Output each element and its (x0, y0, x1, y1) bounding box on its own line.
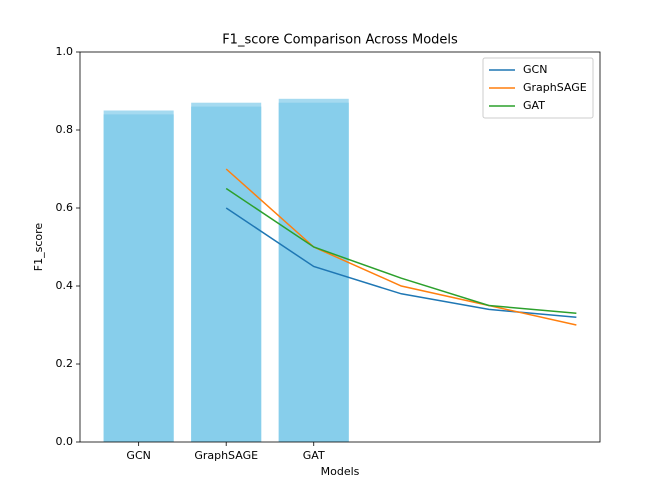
plot-frame (79, 51, 601, 443)
bar (191, 106, 262, 442)
line-series (225, 187, 577, 315)
y-tick-label: 0.8 (56, 123, 74, 136)
bar (103, 114, 174, 443)
chart-title: F1_score Comparison Across Models (222, 33, 458, 48)
x-tick-label: GraphSAGE (194, 449, 258, 462)
y-tick-label: 0.4 (56, 279, 74, 292)
x-tick-label: GCN (126, 449, 150, 462)
bar (278, 102, 349, 442)
x-axis-label: Models (321, 465, 360, 478)
x-tick-label: GAT (303, 449, 325, 462)
y-tick-label: 0.6 (56, 201, 74, 214)
y-tick-label: 0.2 (56, 357, 74, 370)
y-tick-label: 1.0 (56, 45, 74, 58)
legend-label: GAT (523, 99, 545, 112)
y-axis-label: F1_score (32, 223, 45, 272)
legend-label: GraphSAGE (523, 81, 587, 94)
legend-box (482, 57, 594, 119)
line-series (225, 168, 577, 326)
y-tick-label: 0.0 (56, 435, 74, 448)
legend-label: GCN (523, 63, 547, 76)
